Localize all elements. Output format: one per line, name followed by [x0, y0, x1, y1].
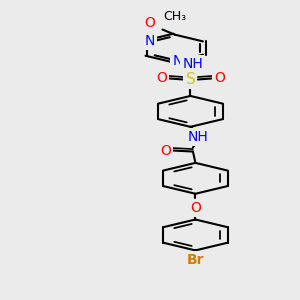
Text: O: O — [190, 201, 201, 215]
Text: N: N — [144, 34, 154, 48]
Text: N: N — [172, 54, 183, 68]
Text: NH: NH — [188, 130, 208, 144]
Text: O: O — [145, 16, 155, 30]
Text: Br: Br — [187, 253, 204, 267]
Text: NH: NH — [183, 57, 203, 71]
Text: S: S — [186, 72, 195, 87]
Text: O: O — [160, 143, 171, 158]
Text: CH₃: CH₃ — [163, 10, 186, 22]
Text: O: O — [156, 71, 167, 85]
Text: O: O — [214, 71, 225, 85]
